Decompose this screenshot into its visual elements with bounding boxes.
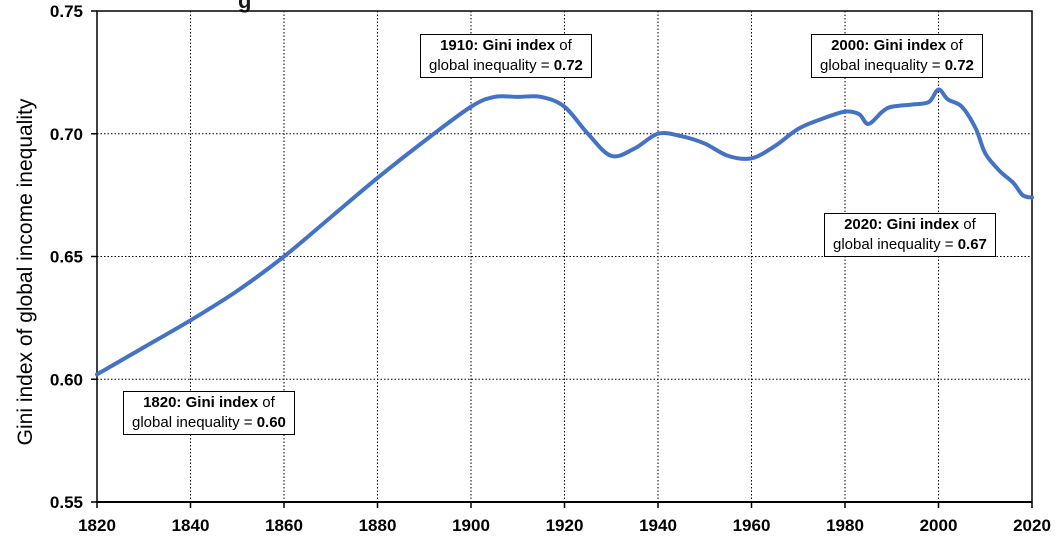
annotation-year: 2000: <box>831 37 870 54</box>
annotation-2000: 2000: Gini index of global inequality = … <box>811 34 983 78</box>
annotation-of: of <box>950 37 963 54</box>
y-tick-label: 0.60 <box>50 370 83 389</box>
annotation-value: 0.60 <box>256 414 286 431</box>
x-tick-label: 2020 <box>1013 516 1051 535</box>
y-tick-labels: 0.55 0.60 0.65 0.70 0.75 <box>50 2 83 512</box>
annotation-line2: global inequality = <box>820 57 941 74</box>
annotation-of: of <box>559 37 572 54</box>
y-axis-label: Gini index of global income inequality <box>14 98 37 445</box>
annotation-year: 1910: <box>440 37 479 54</box>
annotation-line2: global inequality = <box>132 414 253 431</box>
y-tick-label: 0.70 <box>50 125 83 144</box>
x-tick-label: 1820 <box>78 516 116 535</box>
x-tick-label: 1960 <box>733 516 771 535</box>
x-tick-label: 1900 <box>452 516 490 535</box>
x-tick-label: 1980 <box>826 516 864 535</box>
annotation-line2: global inequality = <box>429 57 550 74</box>
annotation-label: Gini index <box>873 37 947 54</box>
axes <box>91 10 1033 508</box>
annotation-value: 0.72 <box>553 57 583 74</box>
annotation-2020: 2020: Gini index of global inequality = … <box>824 213 996 257</box>
annotation-line2: global inequality = <box>833 236 954 253</box>
x-tick-label: 1940 <box>639 516 677 535</box>
series-line <box>95 87 1034 377</box>
y-tick-label: 0.65 <box>50 248 83 267</box>
title-fragment: g <box>238 0 251 13</box>
x-tick-label: 2000 <box>920 516 958 535</box>
annotation-label: Gini index <box>185 394 259 411</box>
x-tick-label: 1920 <box>546 516 584 535</box>
grid <box>97 11 1032 502</box>
x-tick-label: 1840 <box>172 516 210 535</box>
annotation-value: 0.67 <box>957 236 987 253</box>
annotation-of: of <box>262 394 275 411</box>
annotation-value: 0.72 <box>944 57 974 74</box>
annotation-year: 1820: <box>143 394 182 411</box>
annotation-label: Gini index <box>886 216 960 233</box>
annotation-label: Gini index <box>482 37 556 54</box>
y-tick-label: 0.75 <box>50 2 83 21</box>
x-tick-labels: 1820 1840 1860 1880 1900 1920 1940 1960 1980 2000… <box>78 516 1051 535</box>
annotation-of: of <box>963 216 976 233</box>
annotation-year: 2020: <box>844 216 883 233</box>
x-tick-label: 1860 <box>265 516 303 535</box>
annotation-1910: 1910: Gini index of global inequality = … <box>420 34 592 78</box>
x-tick-label: 1880 <box>359 516 397 535</box>
annotation-1820: 1820: Gini index of global inequality = … <box>123 391 295 435</box>
y-tick-label: 0.55 <box>50 493 83 512</box>
